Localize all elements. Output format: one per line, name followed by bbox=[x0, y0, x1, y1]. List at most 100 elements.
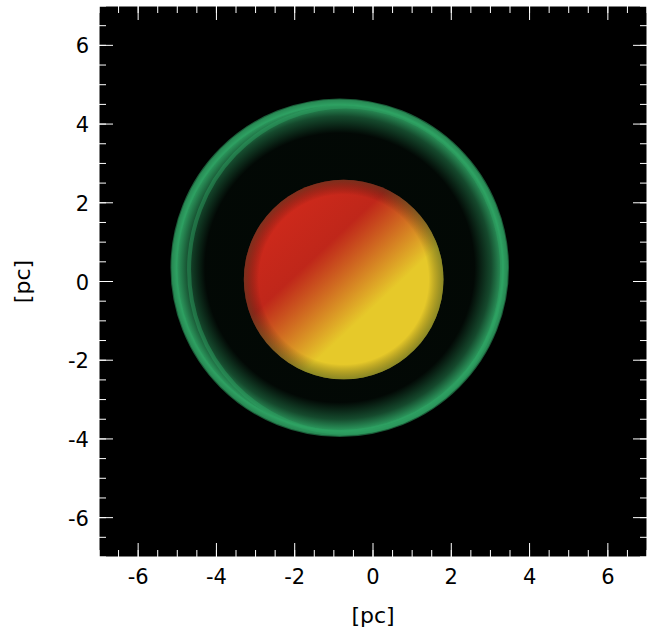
minor-tick bbox=[157, 550, 158, 557]
y-axis-title: [pc] bbox=[10, 260, 35, 303]
minor-tick bbox=[640, 25, 647, 26]
minor-tick bbox=[353, 550, 354, 557]
minor-tick bbox=[99, 183, 106, 184]
minor-tick bbox=[640, 537, 647, 538]
minor-tick bbox=[118, 6, 119, 13]
minor-tick bbox=[640, 458, 647, 459]
y-tick bbox=[633, 360, 647, 361]
minor-tick bbox=[490, 550, 491, 557]
minor-tick bbox=[99, 550, 100, 557]
minor-tick bbox=[640, 419, 647, 420]
x-tick bbox=[294, 543, 295, 557]
minor-tick bbox=[99, 261, 106, 262]
minor-tick bbox=[431, 550, 432, 557]
shell-rim bbox=[174, 102, 506, 434]
y-tick bbox=[99, 202, 113, 203]
axes: -6-4-20246-6-4-20246 bbox=[68, 6, 647, 589]
minor-tick bbox=[99, 557, 106, 558]
shell-rim-inner bbox=[189, 106, 502, 433]
y-tick bbox=[633, 202, 647, 203]
minor-tick bbox=[99, 301, 106, 302]
minor-tick bbox=[275, 550, 276, 557]
minor-tick bbox=[470, 550, 471, 557]
x-tick bbox=[373, 6, 374, 20]
minor-tick bbox=[640, 183, 647, 184]
x-tick bbox=[216, 543, 217, 557]
minor-tick bbox=[99, 65, 106, 66]
image-content bbox=[171, 99, 508, 436]
y-tick bbox=[633, 45, 647, 46]
y-tick bbox=[99, 360, 113, 361]
minor-tick bbox=[99, 242, 106, 243]
minor-tick bbox=[627, 6, 628, 13]
core-edge bbox=[244, 180, 444, 380]
x-tick-label: 6 bbox=[601, 565, 614, 589]
y-tick-label: 0 bbox=[76, 271, 89, 295]
minor-tick bbox=[640, 261, 647, 262]
minor-tick bbox=[490, 6, 491, 13]
minor-tick bbox=[314, 550, 315, 557]
minor-tick bbox=[99, 25, 106, 26]
y-tick bbox=[99, 45, 113, 46]
minor-tick bbox=[549, 550, 550, 557]
minor-tick bbox=[99, 6, 100, 13]
y-tick bbox=[633, 438, 647, 439]
minor-tick bbox=[392, 6, 393, 13]
minor-tick bbox=[99, 104, 106, 105]
minor-tick bbox=[99, 143, 106, 144]
minor-tick bbox=[236, 550, 237, 557]
y-tick bbox=[99, 438, 113, 439]
minor-tick bbox=[510, 550, 511, 557]
x-tick bbox=[451, 543, 452, 557]
y-tick bbox=[99, 517, 113, 518]
minor-tick bbox=[392, 550, 393, 557]
minor-tick bbox=[255, 6, 256, 13]
minor-tick bbox=[640, 242, 647, 243]
minor-tick bbox=[568, 6, 569, 13]
minor-tick bbox=[99, 163, 106, 164]
minor-tick bbox=[588, 6, 589, 13]
minor-tick bbox=[640, 65, 647, 66]
minor-tick bbox=[588, 550, 589, 557]
minor-tick bbox=[640, 399, 647, 400]
minor-tick bbox=[333, 6, 334, 13]
minor-tick bbox=[255, 550, 256, 557]
minor-tick bbox=[99, 458, 106, 459]
minor-tick bbox=[640, 163, 647, 164]
minor-tick bbox=[627, 550, 628, 557]
x-tick-label: -4 bbox=[206, 565, 227, 589]
x-tick-label: 4 bbox=[523, 565, 536, 589]
minor-tick bbox=[640, 478, 647, 479]
frame bbox=[99, 6, 647, 557]
shell bbox=[171, 99, 508, 436]
x-tick-label: -6 bbox=[128, 565, 149, 589]
minor-tick bbox=[236, 6, 237, 13]
minor-tick bbox=[118, 550, 119, 557]
minor-tick bbox=[99, 399, 106, 400]
minor-tick bbox=[99, 320, 106, 321]
x-tick-label: -2 bbox=[284, 565, 305, 589]
minor-tick bbox=[640, 222, 647, 223]
minor-tick bbox=[353, 6, 354, 13]
minor-tick bbox=[640, 557, 647, 558]
y-tick bbox=[633, 124, 647, 125]
x-tick bbox=[607, 543, 608, 557]
minor-tick bbox=[412, 550, 413, 557]
x-tick bbox=[138, 6, 139, 20]
y-tick-label: -6 bbox=[68, 507, 89, 531]
minor-tick bbox=[177, 550, 178, 557]
y-tick-label: 4 bbox=[76, 113, 89, 137]
minor-tick bbox=[99, 222, 106, 223]
y-tick bbox=[99, 124, 113, 125]
x-tick bbox=[216, 6, 217, 20]
core bbox=[244, 180, 444, 380]
x-tick bbox=[529, 6, 530, 20]
x-tick-label: 2 bbox=[445, 565, 458, 589]
x-tick bbox=[138, 543, 139, 557]
minor-tick bbox=[640, 379, 647, 380]
minor-tick bbox=[314, 6, 315, 13]
minor-tick bbox=[510, 6, 511, 13]
x-tick bbox=[373, 543, 374, 557]
minor-tick bbox=[99, 537, 106, 538]
minor-tick bbox=[99, 6, 106, 7]
